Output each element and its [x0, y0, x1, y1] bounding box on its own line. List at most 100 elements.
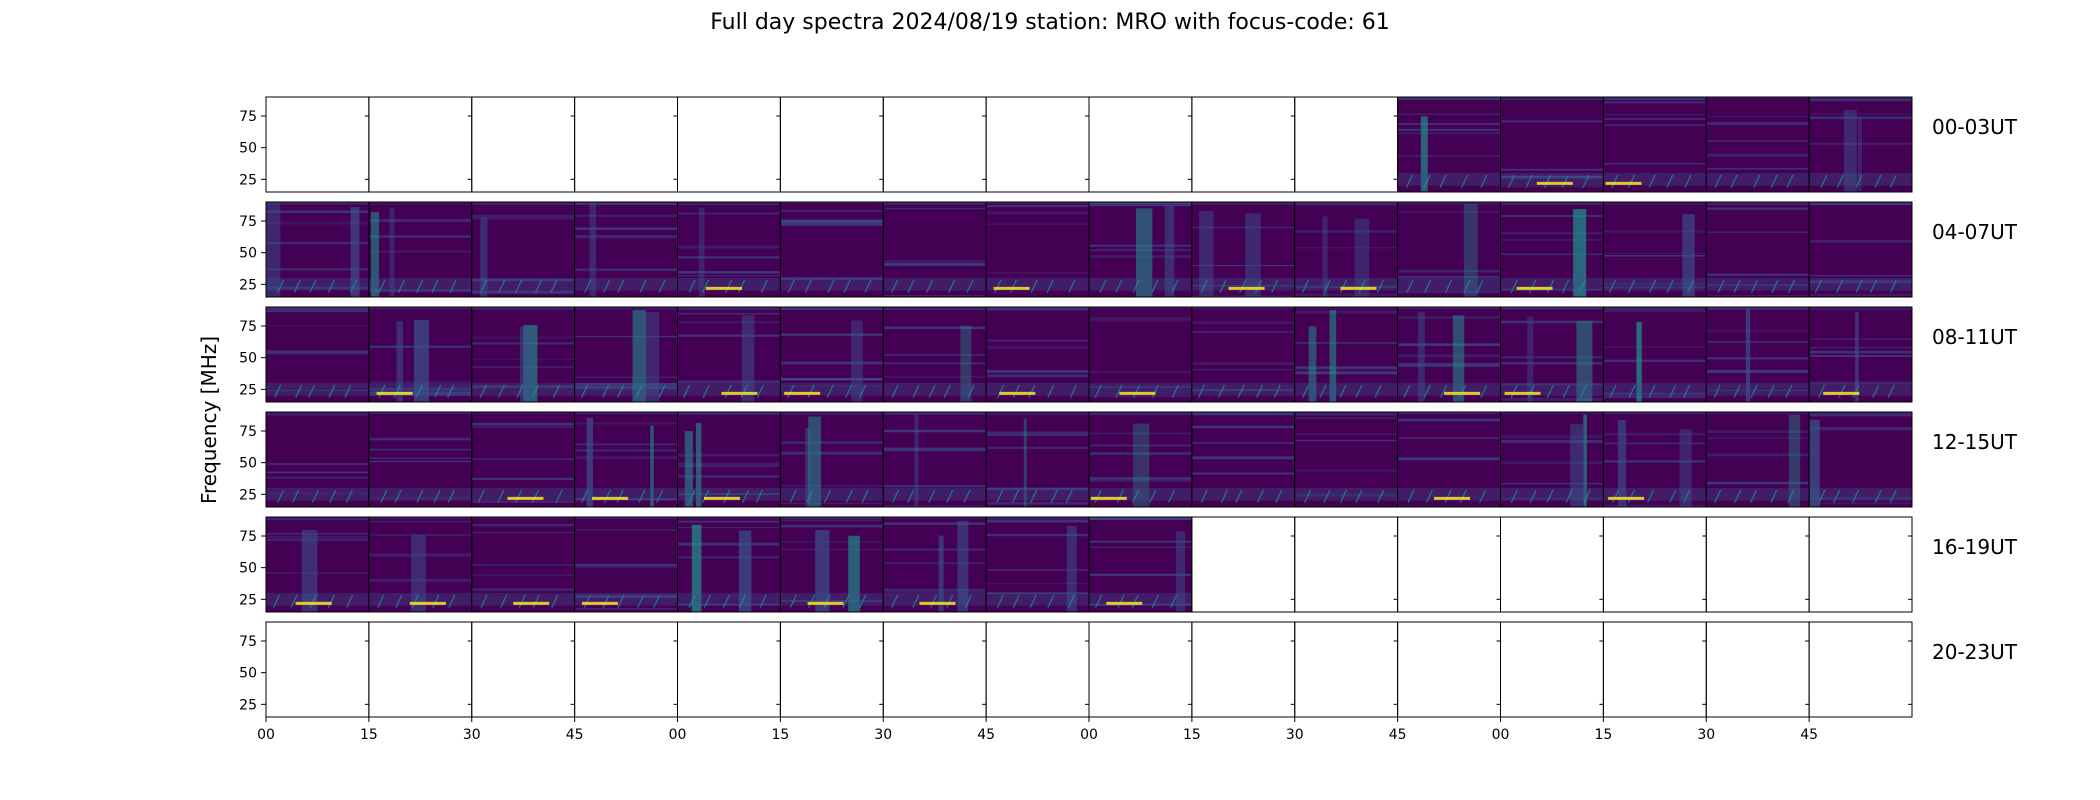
y-tick-label: 50 — [239, 456, 257, 472]
spectrogram-panel — [265, 96, 370, 193]
low-frequency-band — [677, 488, 781, 501]
radio-burst — [411, 535, 426, 612]
sweep-mark — [274, 384, 282, 398]
radio-burst — [957, 520, 969, 612]
radio-burst — [848, 535, 860, 612]
frequency-band — [1706, 430, 1810, 433]
sweep-mark — [1510, 384, 1518, 398]
frequency-band — [1500, 356, 1604, 359]
sweep-mark — [1459, 489, 1467, 503]
sweep-mark — [293, 279, 301, 293]
frequency-band — [368, 437, 472, 441]
frequency-band — [986, 205, 1089, 208]
sweep-mark — [1889, 279, 1897, 293]
bright-emission — [721, 391, 758, 395]
frequency-band — [574, 307, 678, 310]
sweep-mark — [531, 384, 539, 398]
frequency-band — [1500, 320, 1604, 324]
sweep-mark — [1271, 279, 1279, 293]
frequency-band — [574, 214, 678, 217]
frequency-band — [986, 307, 1089, 311]
sweep-mark — [1094, 489, 1102, 503]
frequency-band — [1603, 309, 1707, 312]
frequency-band — [1603, 460, 1707, 463]
sweep-mark — [1476, 279, 1484, 293]
frequency-band — [1706, 294, 1810, 297]
frequency-band — [1089, 517, 1192, 520]
bright-emission — [1340, 286, 1377, 290]
frequency-band — [1500, 239, 1604, 241]
sweep-mark — [415, 384, 423, 398]
spectrogram-background — [780, 202, 884, 297]
sweep-mark — [1046, 279, 1054, 293]
y-tick-label: 25 — [239, 697, 257, 713]
frequency-band — [574, 607, 678, 610]
frequency-band — [368, 460, 472, 463]
frequency-band — [1089, 540, 1192, 543]
sweep-mark — [617, 279, 625, 293]
sweep-mark — [738, 279, 746, 293]
frequency-band — [368, 497, 472, 499]
sweep-mark — [1713, 384, 1721, 398]
sweep-mark — [602, 384, 610, 398]
sweep-mark — [1323, 489, 1331, 503]
sweep-mark — [1425, 489, 1433, 503]
sweep-mark — [447, 384, 455, 398]
radio-burst — [1420, 116, 1428, 192]
radio-burst — [1636, 321, 1642, 402]
y-tick-label: 50 — [239, 351, 257, 367]
spectrogram-panel — [368, 96, 473, 193]
sweep-mark — [842, 594, 850, 608]
frequency-band — [574, 563, 678, 566]
frequency-band — [1294, 285, 1398, 288]
sweep-mark — [1069, 384, 1077, 398]
frequency-band — [883, 449, 987, 452]
sweep-mark — [946, 594, 954, 608]
frequency-band — [780, 385, 884, 387]
frequency-band — [677, 334, 781, 337]
sweep-mark — [1149, 489, 1157, 503]
frequency-band — [1500, 307, 1604, 310]
frequency-band — [780, 524, 884, 528]
frequency-band — [1294, 310, 1398, 314]
sweep-mark — [789, 489, 797, 503]
bright-emission — [1823, 391, 1860, 395]
low-frequency-band — [266, 488, 369, 501]
sweep-mark — [380, 489, 388, 503]
radio-burst — [643, 312, 660, 402]
spectrogram-panel — [779, 516, 884, 613]
sweep-mark — [1544, 174, 1552, 188]
sweep-mark — [1646, 489, 1655, 503]
sweep-mark — [912, 594, 920, 608]
spectrogram-panel — [779, 621, 884, 718]
sweep-mark — [480, 594, 488, 608]
sweep-mark — [603, 279, 611, 293]
frequency-band — [1603, 504, 1707, 507]
spectrogram-panel — [574, 96, 678, 193]
frequency-band — [266, 463, 369, 465]
bright-emission — [1434, 496, 1471, 500]
spectrogram-panel — [368, 201, 473, 298]
sweep-mark — [823, 489, 831, 503]
radio-burst — [938, 535, 944, 612]
spectrogram-panel — [574, 621, 678, 718]
spectrogram-panel — [1500, 306, 1604, 403]
frequency-band — [574, 235, 678, 237]
sweep-mark — [295, 384, 303, 398]
sweep-mark — [1666, 279, 1674, 293]
frequency-band — [1706, 369, 1810, 373]
radio-burst — [1809, 419, 1820, 507]
frequency-band — [471, 531, 575, 534]
frequency-band — [677, 212, 781, 215]
sweep-mark — [1578, 279, 1586, 293]
frequency-band — [471, 291, 575, 294]
frequency-band — [677, 542, 781, 546]
sweep-mark — [1683, 384, 1691, 398]
low-frequency-band — [677, 593, 781, 606]
frequency-band — [1397, 505, 1501, 507]
sweep-mark — [581, 489, 589, 503]
sweep-mark — [1151, 384, 1159, 398]
frequency-band — [1294, 366, 1398, 370]
frequency-band — [1191, 425, 1295, 429]
frequency-band — [1603, 163, 1707, 165]
